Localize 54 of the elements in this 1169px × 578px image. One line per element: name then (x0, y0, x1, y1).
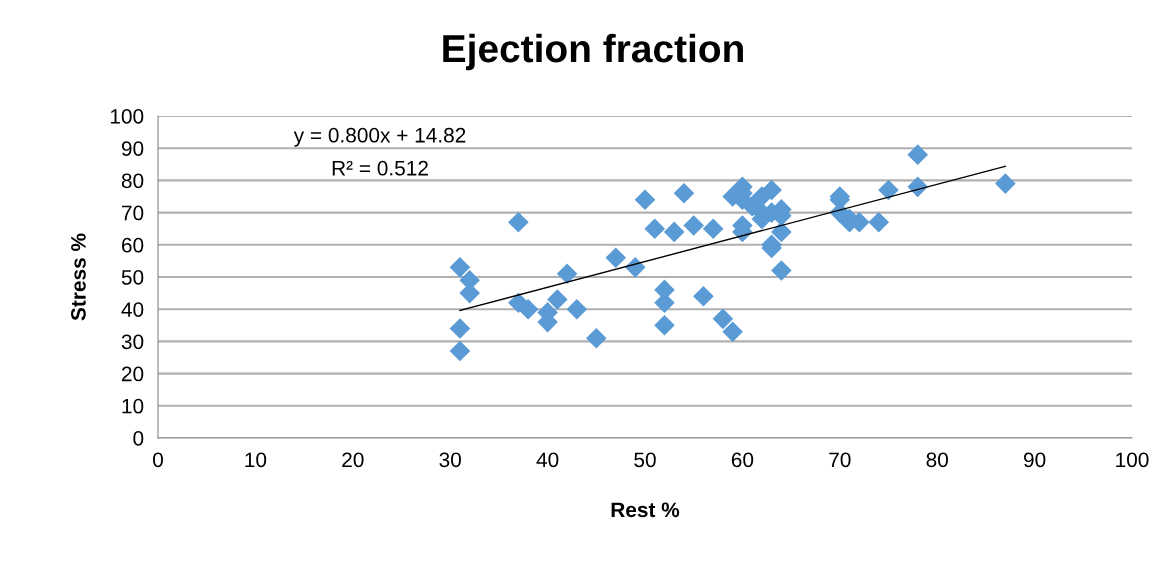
point (449, 257, 471, 278)
point (683, 215, 704, 236)
y-tick-label: 50 (121, 270, 144, 285)
x-tick-label: 30 (439, 452, 461, 468)
point (995, 173, 1016, 194)
y-tick-label: 80 (121, 173, 144, 189)
y-tick-label: 0 (133, 431, 144, 446)
point (634, 189, 656, 211)
point (644, 218, 666, 239)
annotation: y = 0.800x + 14.82 (293, 127, 466, 147)
y-tick-label: 40 (121, 302, 144, 317)
y-axis-title: Stress % (71, 233, 86, 321)
point (547, 289, 568, 310)
y-tick-label: 90 (121, 141, 144, 156)
point (702, 218, 724, 239)
y-tick-label: 20 (121, 366, 144, 382)
point (673, 182, 695, 204)
point (878, 179, 899, 201)
x-tick-label: 0 (153, 452, 163, 468)
point (663, 221, 685, 243)
point (771, 221, 792, 243)
y-tick-label: 100 (110, 109, 144, 124)
point (508, 211, 529, 233)
point (586, 327, 607, 349)
point (761, 179, 782, 201)
point (693, 286, 714, 307)
x-axis-title: Rest % (611, 502, 680, 518)
x-tick-label: 70 (829, 452, 851, 468)
point (449, 318, 471, 339)
x-tick-label: 10 (245, 452, 267, 468)
point (868, 211, 890, 233)
point (556, 263, 578, 285)
chart-title: Ejection fraction (443, 33, 743, 71)
x-tick-label: 40 (536, 452, 559, 468)
annotation: R² = 0.512 (332, 160, 428, 176)
point (566, 298, 588, 320)
point (907, 144, 929, 165)
y-tick-label: 10 (122, 398, 144, 414)
y-tick-label: 30 (121, 334, 144, 350)
point (771, 260, 792, 281)
point (654, 315, 675, 336)
point (722, 321, 743, 343)
x-tick-label: 20 (342, 452, 364, 468)
y-tick-label: 70 (122, 205, 144, 221)
x-tick-label: 90 (1023, 452, 1046, 468)
point (712, 308, 734, 330)
x-tick-label: 60 (731, 452, 754, 468)
point (517, 298, 539, 320)
y-tick-label: 60 (122, 237, 144, 253)
x-tick-label: 80 (926, 452, 948, 468)
x-tick-label: 50 (634, 452, 656, 468)
point (449, 340, 471, 362)
point (605, 247, 627, 268)
x-tick-label: 100 (1116, 452, 1149, 468)
